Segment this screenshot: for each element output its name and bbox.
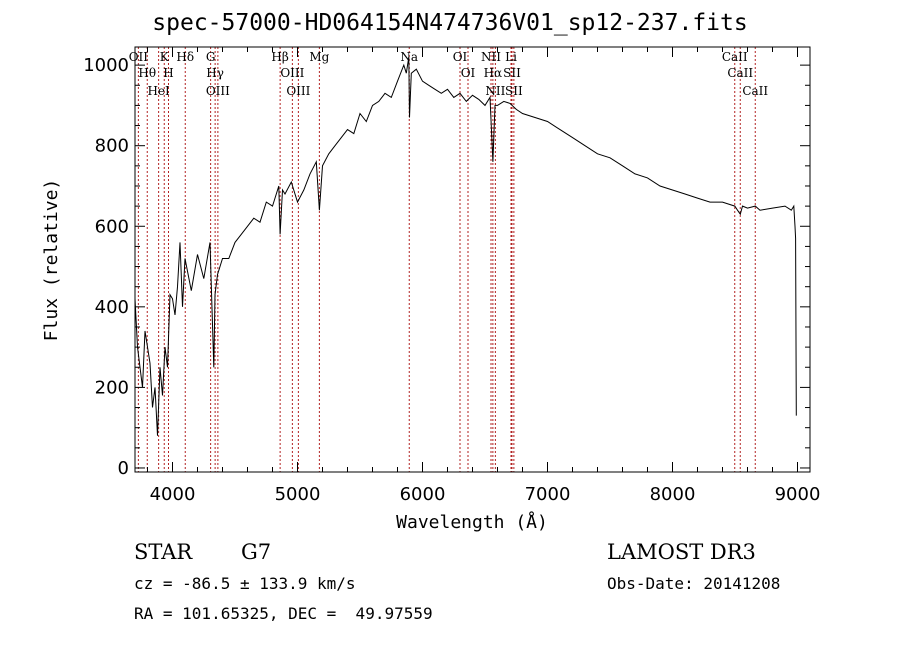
y-tick-label: 200 [95, 377, 129, 398]
line-label: H [163, 66, 173, 80]
line-label: OI [453, 50, 468, 64]
line-label: Na [400, 50, 418, 64]
y-tick-label: 0 [118, 458, 129, 479]
y-tick-label: 600 [95, 216, 129, 237]
line-label: G [206, 50, 216, 64]
y-axis-ticks: 0 200 400 600 800 1000 [83, 55, 810, 479]
y-tick-label: 400 [95, 297, 129, 318]
line-label: SII [503, 66, 521, 80]
x-tick-label: 9000 [775, 484, 821, 505]
spectrum-line [134, 57, 797, 436]
line-label: OIII [280, 66, 304, 80]
redshift-velocity: cz = -86.5 ± 133.9 km/s [134, 574, 356, 593]
x-tick-label: 5000 [275, 484, 321, 505]
chart-title: spec-57000-HD064154N474736V01_sp12-237.f… [152, 10, 748, 36]
line-label: Li [505, 50, 517, 64]
x-tick-label: 8000 [650, 484, 696, 505]
line-label: Hβ [271, 50, 288, 64]
y-tick-label: 1000 [83, 55, 129, 76]
x-axis-ticks: 4000 5000 6000 7000 8000 9000 [147, 47, 821, 505]
x-tick-label: 4000 [150, 484, 196, 505]
coordinates: RA = 101.65325, DEC = 49.97559 [134, 604, 433, 623]
y-tick-label: 800 [95, 136, 129, 157]
line-label: HeI [147, 84, 170, 98]
line-label: NII [485, 84, 505, 98]
emission-line-markers [137, 47, 756, 472]
line-label: OI [461, 66, 476, 80]
survey-name: LAMOST DR3 [607, 540, 756, 564]
x-tick-label: 6000 [400, 484, 446, 505]
line-label: Hθ [138, 66, 156, 80]
object-subclass: G7 [241, 540, 272, 564]
plot-frame [134, 46, 811, 473]
x-axis-label: Wavelength (Å) [396, 511, 548, 533]
observation-date: Obs-Date: 20141208 [607, 574, 781, 593]
line-label: CaII [742, 84, 768, 98]
line-label: Hγ [206, 66, 224, 80]
line-label: Hδ [176, 50, 194, 64]
line-label: OIII [206, 84, 230, 98]
line-label: Mg [309, 50, 329, 64]
line-label: Hα [484, 66, 503, 80]
y-axis-label: Flux (relative) [41, 179, 62, 342]
object-class: STAR [134, 540, 193, 564]
line-label: K [160, 50, 170, 64]
line-label: NII [481, 50, 501, 64]
line-label: OIII [286, 84, 310, 98]
line-label: CaII [727, 66, 753, 80]
line-label: OII [129, 50, 149, 64]
line-label: SII [505, 84, 523, 98]
line-label: CaII [722, 50, 748, 64]
x-tick-label: 7000 [525, 484, 571, 505]
